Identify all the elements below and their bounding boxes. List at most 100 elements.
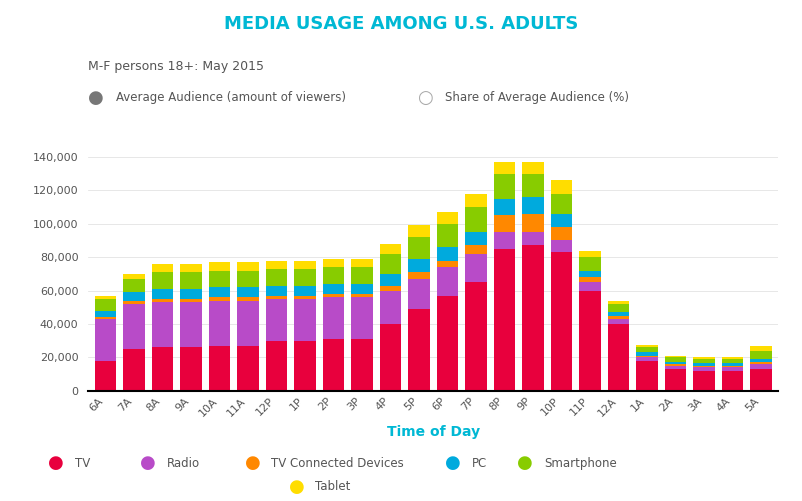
Bar <box>180 347 201 391</box>
Bar <box>351 267 372 284</box>
Bar <box>351 294 372 297</box>
Bar <box>608 304 629 312</box>
Bar <box>636 352 658 356</box>
Bar <box>209 346 230 391</box>
Text: Radio: Radio <box>167 457 200 470</box>
Bar <box>636 356 658 357</box>
Bar <box>237 297 258 301</box>
Bar <box>265 299 287 341</box>
Bar <box>522 232 544 245</box>
Text: ●: ● <box>445 454 461 472</box>
Bar <box>693 357 715 359</box>
Bar <box>265 341 287 391</box>
Bar <box>551 180 572 194</box>
Bar <box>152 302 173 347</box>
Bar <box>522 162 544 174</box>
Bar <box>579 257 601 271</box>
Text: Share of Average Audience (%): Share of Average Audience (%) <box>445 91 629 104</box>
Bar <box>95 319 116 361</box>
Bar <box>294 341 315 391</box>
Bar <box>636 347 658 352</box>
Bar <box>408 225 430 237</box>
Bar <box>665 364 686 366</box>
Bar <box>722 367 743 371</box>
Text: MEDIA USAGE AMONG U.S. ADULTS: MEDIA USAGE AMONG U.S. ADULTS <box>224 15 578 33</box>
Bar <box>722 363 743 366</box>
Bar <box>209 262 230 271</box>
Bar <box>579 291 601 391</box>
Bar <box>636 357 658 361</box>
Bar <box>693 367 715 371</box>
Bar <box>551 194 572 214</box>
Bar <box>465 254 487 282</box>
Bar <box>322 297 344 339</box>
Bar <box>322 259 344 267</box>
Bar <box>294 261 315 269</box>
Bar <box>750 359 772 362</box>
Bar <box>436 224 458 247</box>
Bar <box>436 261 458 267</box>
Bar <box>608 312 629 316</box>
Bar <box>551 227 572 240</box>
Bar <box>579 250 601 257</box>
Bar <box>408 272 430 279</box>
Bar <box>408 309 430 391</box>
Bar <box>465 282 487 391</box>
Bar <box>665 357 686 362</box>
Bar <box>237 346 258 391</box>
Bar <box>608 319 629 324</box>
Bar <box>180 272 201 289</box>
Bar <box>494 199 515 215</box>
Bar <box>693 363 715 366</box>
Bar <box>351 339 372 391</box>
Text: Tablet: Tablet <box>315 480 350 493</box>
Bar <box>95 317 116 319</box>
Bar <box>750 362 772 364</box>
Text: M-F persons 18+: May 2015: M-F persons 18+: May 2015 <box>88 60 264 73</box>
Bar <box>750 351 772 359</box>
Bar <box>209 301 230 346</box>
Bar <box>608 316 629 319</box>
Bar <box>494 232 515 249</box>
Bar <box>152 299 173 302</box>
Text: ●: ● <box>48 454 64 472</box>
Bar <box>209 297 230 301</box>
Bar <box>494 162 515 174</box>
Bar <box>209 271 230 287</box>
Bar <box>322 294 344 297</box>
Bar <box>124 304 144 349</box>
Text: ●: ● <box>289 478 305 496</box>
Bar <box>180 302 201 347</box>
Bar <box>436 267 458 296</box>
Text: TV: TV <box>75 457 90 470</box>
Bar <box>465 245 487 254</box>
Bar <box>693 366 715 367</box>
Bar <box>665 362 686 364</box>
Bar <box>294 299 315 341</box>
Bar <box>294 296 315 299</box>
Bar <box>408 279 430 309</box>
Bar <box>436 296 458 391</box>
Bar <box>636 361 658 391</box>
Bar <box>124 292 144 301</box>
X-axis label: Time of Day: Time of Day <box>387 425 480 439</box>
Bar <box>551 214 572 227</box>
Bar <box>722 371 743 391</box>
Bar <box>237 301 258 346</box>
Bar <box>551 240 572 252</box>
Bar <box>750 369 772 391</box>
Bar <box>722 366 743 367</box>
Bar <box>494 249 515 391</box>
Bar <box>750 346 772 351</box>
Bar <box>237 262 258 271</box>
Bar <box>722 359 743 363</box>
Bar <box>522 197 544 214</box>
Bar <box>265 269 287 286</box>
Text: TV Connected Devices: TV Connected Devices <box>271 457 404 470</box>
Bar <box>665 356 686 357</box>
Text: ●: ● <box>88 89 104 107</box>
Bar <box>379 244 401 254</box>
Bar <box>124 349 144 391</box>
Text: Smartphone: Smartphone <box>544 457 617 470</box>
Bar <box>494 174 515 199</box>
